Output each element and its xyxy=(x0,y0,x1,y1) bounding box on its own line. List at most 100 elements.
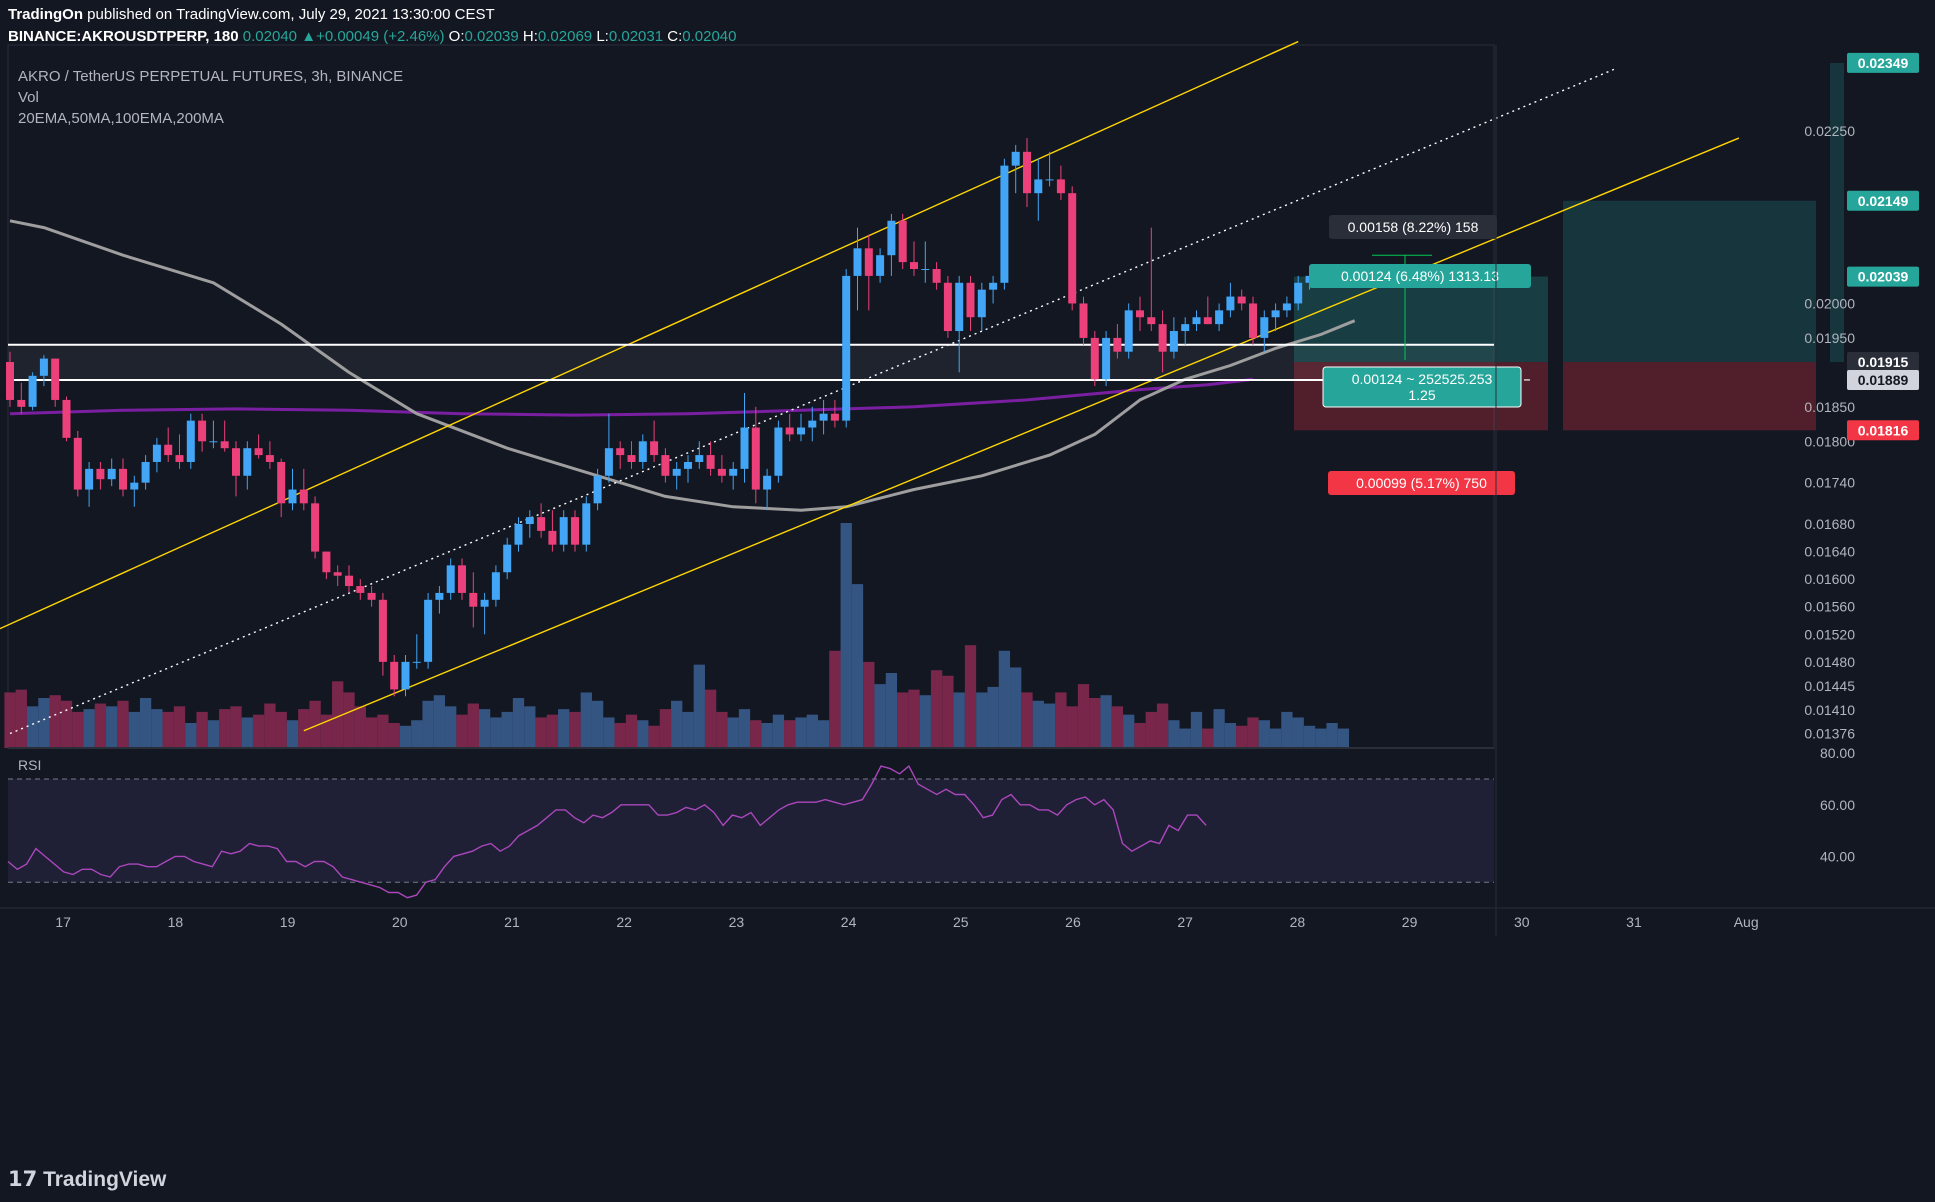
price-tick-label: 0.01950 xyxy=(1804,330,1855,346)
volume-bar xyxy=(94,703,107,748)
time-tick-label: 23 xyxy=(729,914,745,930)
risk-label[interactable]: 0.00099 (5.17%) 750 xyxy=(1328,471,1515,495)
volume-bar xyxy=(648,725,660,748)
price-tag-bg xyxy=(1847,352,1919,373)
candle-body xyxy=(751,427,760,490)
symbol-name[interactable]: BINANCE:AKROUSDTPERP xyxy=(8,28,206,45)
volume-bar xyxy=(738,709,751,748)
candle-body xyxy=(96,468,105,480)
volume-bar xyxy=(1179,728,1191,748)
price-tick-label: 0.01445 xyxy=(1804,678,1855,694)
candle-body xyxy=(107,468,116,480)
symbol-header: BINANCE:AKROUSDTPERP, 180 0.02040 ▲+0.00… xyxy=(8,28,737,45)
candle-body xyxy=(39,358,48,376)
volume-bar xyxy=(761,723,773,748)
candle-body xyxy=(480,599,489,607)
volume-bar xyxy=(625,714,638,748)
volume-bar xyxy=(987,686,999,748)
candle-body xyxy=(299,489,308,504)
candle-body xyxy=(186,420,195,462)
volume-bar xyxy=(230,706,242,748)
price-tag-label: 0.01889 xyxy=(1858,372,1909,388)
position-profit-zone-3 xyxy=(1830,62,1844,363)
rsi-line xyxy=(7,765,1207,899)
measure-label-text: 0.00158 (8.22%) 158 xyxy=(1348,219,1479,235)
candle-body xyxy=(1056,179,1065,194)
candle-body xyxy=(1113,337,1122,352)
position-profit-zone-2 xyxy=(1563,200,1816,363)
volume-bar xyxy=(637,720,649,748)
price-tick-label: 0.01480 xyxy=(1804,654,1855,670)
logo-icon: 𝟭𝟳 xyxy=(8,1168,44,1191)
risk-label-bg xyxy=(1328,471,1515,495)
time-tick-label: 18 xyxy=(168,914,184,930)
candle-body xyxy=(672,468,681,476)
measure-label[interactable]: 0.00158 (8.22%) 158 xyxy=(1329,215,1497,239)
volume-bar xyxy=(219,709,231,748)
candle-body xyxy=(1147,317,1156,325)
time-tick-label: 24 xyxy=(841,914,857,930)
candle-body xyxy=(638,441,647,462)
volume-bar xyxy=(1055,692,1067,748)
publish-header: TradingOn published on TradingView.com, … xyxy=(8,6,495,23)
volume-bar xyxy=(897,692,909,748)
candle-body xyxy=(943,282,952,332)
candle-body xyxy=(853,248,862,276)
time-tick-label: Aug xyxy=(1734,914,1759,930)
candle-body xyxy=(503,544,512,573)
candle-body xyxy=(254,448,263,456)
volume-bar xyxy=(411,720,423,748)
candle-body xyxy=(119,468,127,490)
legend-title: AKRO / TetherUS PERPETUAL FUTURES, 3h, B… xyxy=(18,68,403,85)
candle-body xyxy=(774,427,783,476)
position-profit-zone-1 xyxy=(1294,276,1548,363)
sr-zone xyxy=(8,344,1494,380)
volume-bar xyxy=(1156,703,1169,748)
candle-body xyxy=(604,448,613,476)
candle-body xyxy=(288,489,297,504)
volume-bar xyxy=(546,714,559,748)
candle-body xyxy=(28,375,37,407)
volume-bar xyxy=(1303,725,1316,748)
candle-body xyxy=(717,468,726,476)
volume-bar xyxy=(478,709,491,748)
reward-label-text: 0.00124 (6.48%) 1313.13 xyxy=(1341,268,1499,284)
volume-bar xyxy=(569,711,581,748)
volume-bar xyxy=(354,706,366,748)
volume-bar xyxy=(1190,711,1203,748)
candle-body xyxy=(458,565,466,593)
volume-bar xyxy=(422,700,434,748)
volume-bar xyxy=(964,645,977,748)
tradingview-logo[interactable]: 𝟭𝟳 TradingView xyxy=(8,1167,166,1192)
volume-bar xyxy=(26,706,39,748)
candle-body xyxy=(277,461,286,504)
price-tick-label: 0.01800 xyxy=(1804,433,1855,449)
time-tick-label: 20 xyxy=(392,914,408,930)
volume-bar xyxy=(908,689,920,748)
volume-bar xyxy=(682,711,694,748)
price-tag-bg xyxy=(1847,369,1919,390)
channel-mid-line xyxy=(9,68,1615,735)
volume-bar xyxy=(162,711,174,748)
risk-label-text: 0.00099 (5.17%) 750 xyxy=(1356,475,1487,491)
time-tick-label: 30 xyxy=(1514,914,1530,930)
volume-bar xyxy=(829,650,841,748)
price-tick-label: 0.01740 xyxy=(1804,475,1855,491)
volume-bar xyxy=(320,714,333,748)
price-change: +0.00049 (+2.46%) xyxy=(316,28,445,45)
volume-bar xyxy=(309,700,321,748)
volume-bar xyxy=(15,689,27,748)
candle-body xyxy=(955,282,964,332)
reward-label[interactable]: 0.00124 (6.48%) 1313.13 xyxy=(1309,264,1531,288)
candle-body xyxy=(401,661,410,690)
candle-body xyxy=(1203,317,1212,325)
ma-200-line xyxy=(9,377,1254,417)
author-name[interactable]: TradingOn xyxy=(8,6,83,23)
candle-body xyxy=(141,461,150,483)
candle-body xyxy=(695,455,704,462)
candle-body xyxy=(1090,337,1099,380)
volume-bar xyxy=(332,681,344,748)
volume-bar xyxy=(117,700,129,748)
